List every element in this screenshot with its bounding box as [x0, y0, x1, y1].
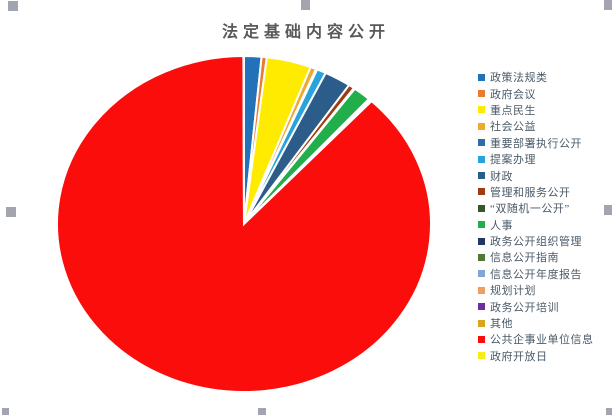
- legend-label: 政府会议: [490, 88, 536, 101]
- legend-swatch-icon: [478, 106, 485, 114]
- legend-item[interactable]: 政府开放日: [478, 348, 612, 364]
- legend-label: 公共企事业单位信息: [490, 334, 594, 347]
- legend-swatch-icon: [478, 155, 485, 163]
- legend-item[interactable]: 政务公开培训: [478, 298, 612, 314]
- legend-item[interactable]: 提案办理: [478, 151, 612, 167]
- legend-swatch-icon: [478, 303, 485, 311]
- legend-label: “双随机一公开”: [490, 203, 570, 216]
- legend-label: 政策法规类: [490, 72, 548, 85]
- pie-chart: [56, 54, 432, 393]
- legend-item[interactable]: 政策法规类: [478, 69, 612, 85]
- legend-label: 政务公开培训: [490, 301, 559, 314]
- legend-swatch-icon: [478, 172, 485, 180]
- legend-swatch-icon: [478, 90, 485, 98]
- selection-handle-bottom-right[interactable]: [606, 408, 612, 415]
- chart-title: 法定基础内容公开: [221, 24, 390, 41]
- selection-handle-middle-right[interactable]: [604, 205, 612, 215]
- selection-handle-top-left[interactable]: [8, 1, 18, 11]
- legend-swatch-icon: [478, 73, 485, 81]
- legend-item[interactable]: 规划计划: [478, 282, 612, 298]
- legend-label: 人事: [490, 219, 513, 232]
- legend-label: 规划计划: [490, 285, 536, 298]
- legend-item[interactable]: 信息公开年度报告: [478, 266, 612, 282]
- legend-item[interactable]: 财政: [478, 167, 612, 183]
- selection-handle-bottom-left[interactable]: [2, 408, 9, 415]
- legend-label: 重点民生: [490, 104, 536, 117]
- legend-swatch-icon: [478, 204, 485, 212]
- legend-item[interactable]: “双随机一公开”: [478, 200, 612, 216]
- legend-label: 财政: [490, 170, 513, 183]
- legend-item[interactable]: 重要部署执行公开: [478, 135, 612, 151]
- legend-swatch-icon: [478, 335, 485, 343]
- legend-item[interactable]: 信息公开指南: [478, 249, 612, 265]
- legend-label: 政务公开组织管理: [490, 236, 582, 249]
- legend-item[interactable]: 公共企事业单位信息: [478, 331, 612, 347]
- legend-label: 信息公开年度报告: [490, 268, 582, 281]
- legend-swatch-icon: [478, 221, 485, 229]
- legend-swatch-icon: [478, 139, 485, 147]
- legend-label: 信息公开指南: [490, 252, 559, 265]
- selection-handle-top-right[interactable]: [604, 0, 612, 10]
- legend-item[interactable]: 重点民生: [478, 102, 612, 118]
- legend-swatch-icon: [478, 122, 485, 130]
- legend-label: 政府开放日: [490, 350, 548, 363]
- legend-swatch-icon: [478, 319, 485, 327]
- legend-label: 其他: [490, 318, 513, 331]
- legend-item[interactable]: 社会公益: [478, 118, 612, 134]
- legend-swatch-icon: [478, 270, 485, 278]
- legend-label: 社会公益: [490, 121, 536, 134]
- legend-item[interactable]: 人事: [478, 217, 612, 233]
- legend-label: 管理和服务公开: [490, 186, 571, 199]
- pie-plot-area: [55, 54, 433, 394]
- legend: 政策法规类政府会议重点民生社会公益重要部署执行公开 提案办理财政管理和服务公开 “双…: [478, 69, 612, 364]
- selection-handle-middle-left[interactable]: [6, 207, 16, 217]
- legend-item[interactable]: 政府会议: [478, 85, 612, 101]
- selection-handle-top-center[interactable]: [301, 0, 310, 10]
- legend-item[interactable]: 管理和服务公开: [478, 184, 612, 200]
- legend-label: 提案办理: [490, 154, 536, 167]
- legend-swatch-icon: [478, 253, 485, 261]
- legend-item[interactable]: 其他: [478, 315, 612, 331]
- legend-swatch-icon: [478, 188, 485, 196]
- legend-swatch-icon: [478, 286, 485, 294]
- pie-slice-17[interactable]: [242, 54, 245, 225]
- legend-swatch-icon: [478, 237, 485, 245]
- legend-swatch-icon: [478, 352, 485, 360]
- legend-label: 重要部署执行公开: [490, 137, 582, 150]
- selection-handle-bottom-center[interactable]: [258, 408, 266, 415]
- legend-item[interactable]: 政务公开组织管理: [478, 233, 612, 249]
